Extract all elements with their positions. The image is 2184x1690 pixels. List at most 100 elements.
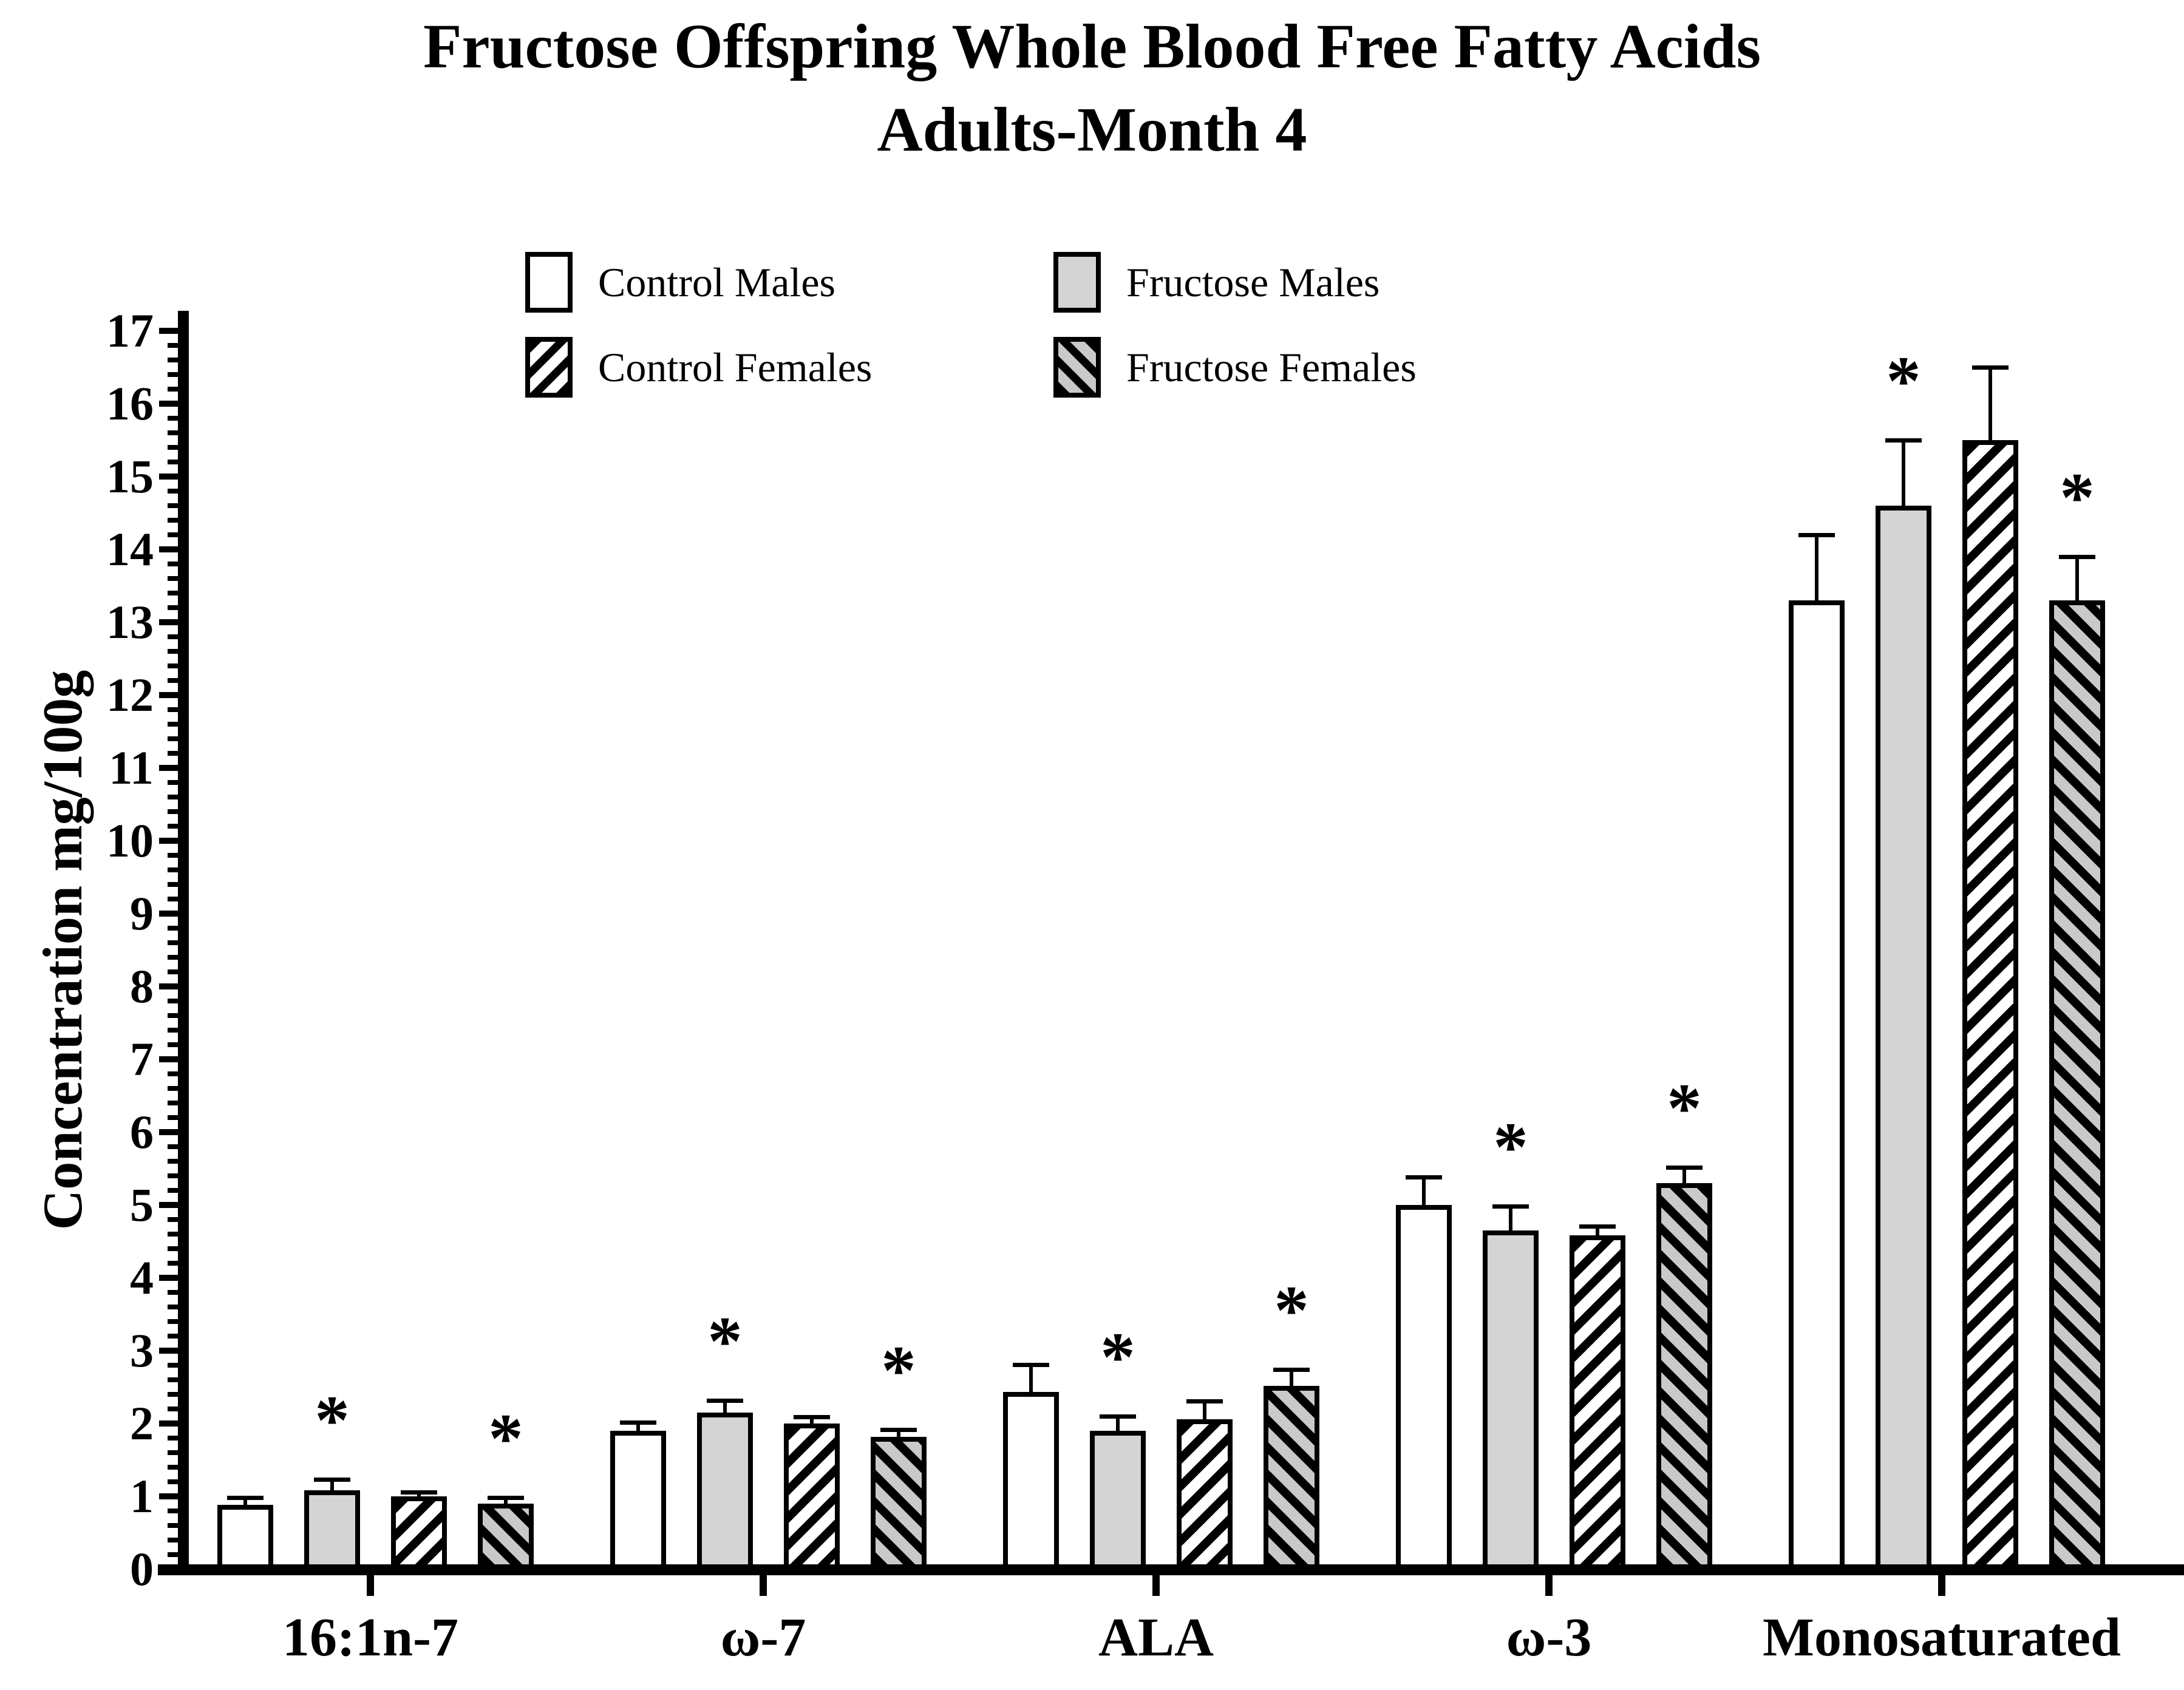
y-axis-tick-label: 5 — [130, 1178, 154, 1231]
y-axis-major-tick — [159, 473, 178, 480]
y-axis-minor-tick — [168, 1101, 178, 1105]
y-axis-minor-tick — [168, 387, 178, 392]
significance-star: * — [1886, 342, 1921, 419]
significance-star: * — [1100, 1318, 1135, 1396]
y-axis-minor-tick — [168, 1334, 178, 1339]
y-axis-minor-tick — [168, 1144, 178, 1149]
y-axis-minor-tick — [168, 1013, 178, 1018]
error-bar-cap — [1666, 1165, 1703, 1170]
legend-swatch-fructose-males — [1053, 252, 1101, 313]
legend-label-fructose-males: Fructose Males — [1126, 259, 1380, 305]
error-bar-line — [897, 1429, 900, 1437]
y-axis-minor-tick — [168, 1436, 178, 1441]
y-axis-tick-label: 15 — [106, 450, 154, 503]
bar-control-males — [1396, 1205, 1452, 1569]
significance-star: * — [707, 1302, 743, 1380]
y-axis-minor-tick — [168, 824, 178, 829]
y-axis-major-tick — [159, 692, 178, 698]
bar-fructose-males — [1483, 1230, 1539, 1569]
y-axis-tick-label: 10 — [106, 814, 154, 867]
y-axis-minor-tick — [168, 1523, 178, 1528]
x-axis-tick — [1545, 1575, 1553, 1596]
y-axis-minor-tick — [168, 722, 178, 727]
significance-star: * — [1493, 1108, 1528, 1186]
y-axis-minor-tick — [168, 445, 178, 450]
error-bar-line — [810, 1417, 814, 1424]
y-axis-tick-label: 11 — [109, 741, 154, 794]
y-axis-minor-tick — [168, 416, 178, 421]
bar-fructose-males — [697, 1413, 753, 1569]
x-axis-tick-label: 16:1n-7 — [282, 1607, 458, 1668]
error-bar-line — [2075, 557, 2079, 600]
bar-control-males — [1789, 600, 1845, 1569]
y-axis-minor-tick — [168, 1246, 178, 1251]
bar-control-males — [217, 1505, 273, 1569]
y-axis-minor-tick — [168, 532, 178, 537]
y-axis-minor-tick — [168, 591, 178, 596]
y-axis-minor-tick — [168, 1465, 178, 1470]
y-axis-major-tick — [159, 1129, 178, 1135]
y-axis-minor-tick — [168, 955, 178, 960]
y-axis-major-tick — [159, 1420, 178, 1427]
y-axis-minor-tick — [168, 1508, 178, 1513]
bar-control-females — [1962, 440, 2018, 1569]
y-axis-minor-tick — [168, 634, 178, 639]
error-bar-cap — [880, 1427, 917, 1432]
y-axis-minor-tick — [168, 358, 178, 362]
significance-star: * — [488, 1400, 523, 1478]
y-axis-minor-tick — [168, 460, 178, 464]
y-axis-minor-tick — [168, 649, 178, 654]
error-bar-line — [1290, 1369, 1293, 1386]
y-axis-major-tick — [159, 328, 178, 334]
error-bar-cap — [488, 1496, 524, 1501]
y-axis-line — [178, 311, 189, 1575]
y-axis-major-tick — [159, 1493, 178, 1499]
y-axis-minor-tick — [168, 969, 178, 974]
y-axis-minor-tick — [168, 1071, 178, 1076]
y-axis-minor-tick — [168, 430, 178, 435]
y-axis-tick-label: 12 — [106, 668, 154, 721]
y-axis-minor-tick — [168, 1479, 178, 1484]
legend-label-control-males: Control Males — [598, 259, 835, 305]
y-axis-minor-tick — [168, 1363, 178, 1368]
y-axis-tick-label: 6 — [130, 1105, 154, 1158]
y-axis-minor-tick — [168, 1407, 178, 1411]
y-axis-tick-label: 14 — [106, 523, 154, 575]
y-axis-major-tick — [159, 983, 178, 989]
error-bar-line — [1988, 367, 1992, 440]
y-axis-major-tick — [159, 1566, 178, 1572]
y-axis-tick-label: 3 — [130, 1324, 154, 1377]
error-bar-cap — [1972, 365, 2009, 370]
bar-fructose-females — [2049, 600, 2105, 1569]
y-axis-minor-tick — [168, 1538, 178, 1542]
y-axis-major-tick — [159, 1348, 178, 1354]
legend-label-fructose-females: Fructose Females — [1126, 344, 1417, 390]
y-axis-minor-tick — [168, 736, 178, 741]
error-bar-line — [1682, 1167, 1686, 1183]
y-axis-major-tick — [159, 1202, 178, 1208]
chart-title: Fructose Offspring Whole Blood Free Fatt… — [0, 5, 2184, 172]
error-bar-cap — [707, 1398, 743, 1403]
y-axis-tick-label: 17 — [106, 304, 154, 357]
y-axis-minor-tick — [168, 663, 178, 668]
error-bar-line — [504, 1498, 508, 1504]
significance-star: * — [2060, 459, 2095, 536]
y-axis-minor-tick — [168, 1290, 178, 1295]
y-axis-minor-tick — [168, 707, 178, 712]
y-axis-minor-tick — [168, 1261, 178, 1266]
significance-star: * — [881, 1331, 916, 1409]
error-bar-cap — [401, 1490, 437, 1495]
y-axis-minor-tick — [168, 562, 178, 566]
bar-fructose-females — [1656, 1183, 1712, 1569]
y-axis-minor-tick — [168, 1392, 178, 1397]
error-bar-line — [1203, 1400, 1206, 1419]
y-axis-tick-label: 13 — [106, 596, 154, 648]
y-axis-minor-tick — [168, 503, 178, 508]
significance-star: * — [315, 1382, 350, 1459]
error-bar-cap — [314, 1478, 350, 1482]
y-axis-title: Concentration mg/100g — [32, 670, 94, 1230]
bar-fructose-males — [1876, 506, 1931, 1569]
y-axis-minor-tick — [168, 1217, 178, 1222]
error-bar-cap — [1273, 1368, 1310, 1373]
